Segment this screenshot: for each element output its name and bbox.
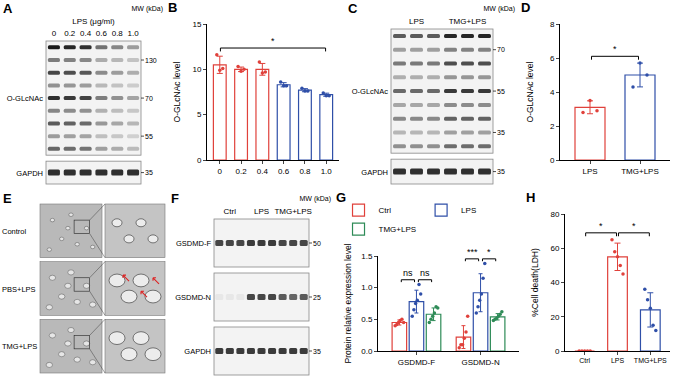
svg-text:MW (kDa): MW (kDa) bbox=[300, 195, 332, 203]
svg-text:0.6: 0.6 bbox=[278, 167, 290, 176]
svg-text:15: 15 bbox=[192, 20, 201, 29]
html-text:B: B bbox=[168, 0, 178, 15]
svg-text:0: 0 bbox=[197, 156, 202, 165]
svg-text:Ctrl: Ctrl bbox=[224, 207, 237, 216]
svg-text:6: 6 bbox=[550, 54, 555, 63]
svg-text:GAPDH: GAPDH bbox=[184, 347, 211, 356]
svg-text:0.0: 0.0 bbox=[361, 347, 373, 356]
html-text:D: D bbox=[521, 0, 531, 15]
svg-text:0: 0 bbox=[550, 156, 555, 165]
svg-text:GSDMD-F: GSDMD-F bbox=[398, 358, 435, 367]
svg-text:GAPDH: GAPDH bbox=[16, 169, 43, 178]
svg-text:35: 35 bbox=[497, 168, 505, 175]
svg-text:C: C bbox=[348, 1, 358, 16]
svg-text:20: 20 bbox=[550, 313, 559, 322]
svg-text:TMG+LPS: TMG+LPS bbox=[274, 207, 312, 216]
svg-text:ns: ns bbox=[403, 268, 413, 278]
svg-text:E: E bbox=[3, 191, 12, 206]
svg-text:0.2: 0.2 bbox=[64, 29, 76, 38]
svg-text:GSDMD-N: GSDMD-N bbox=[175, 293, 211, 302]
svg-text:Control: Control bbox=[2, 227, 27, 236]
svg-text:F: F bbox=[171, 191, 179, 206]
svg-text:0.2: 0.2 bbox=[235, 167, 247, 176]
html-text:G: G bbox=[336, 190, 347, 205]
svg-text:LPS: LPS bbox=[409, 17, 424, 26]
svg-text:*: * bbox=[271, 36, 275, 46]
svg-text:1.0: 1.0 bbox=[128, 29, 140, 38]
svg-text:O-GLcNAc: O-GLcNAc bbox=[352, 87, 389, 96]
svg-text:0.8: 0.8 bbox=[112, 29, 124, 38]
svg-text:O-GLcNAc: O-GLcNAc bbox=[7, 94, 44, 103]
svg-text:*: * bbox=[632, 221, 636, 231]
svg-text:TMG+LPS: TMG+LPS bbox=[634, 357, 667, 364]
svg-text:TMG+LPS: TMG+LPS bbox=[449, 17, 487, 26]
svg-text:2: 2 bbox=[550, 122, 555, 131]
svg-text:Ctrl: Ctrl bbox=[379, 206, 392, 215]
svg-text:55: 55 bbox=[145, 133, 153, 140]
svg-text:0.4: 0.4 bbox=[257, 167, 269, 176]
html-text:H: H bbox=[526, 190, 536, 205]
svg-text:*: * bbox=[487, 247, 491, 257]
svg-text:0.4: 0.4 bbox=[80, 29, 92, 38]
svg-text:35: 35 bbox=[313, 348, 321, 355]
svg-text:O-GLcNAc level: O-GLcNAc level bbox=[172, 61, 182, 122]
svg-text:50: 50 bbox=[313, 240, 321, 247]
svg-text:LPS: LPS bbox=[582, 167, 597, 176]
svg-text:40: 40 bbox=[550, 278, 559, 287]
svg-text:*: * bbox=[599, 221, 603, 231]
svg-text:GSDMD-F: GSDMD-F bbox=[176, 239, 211, 248]
svg-text:***: *** bbox=[467, 247, 478, 257]
svg-text:55: 55 bbox=[497, 88, 505, 95]
svg-text:130: 130 bbox=[145, 57, 157, 64]
svg-text:LPS: LPS bbox=[254, 207, 269, 216]
svg-text:Ctrl: Ctrl bbox=[579, 357, 590, 364]
svg-text:8: 8 bbox=[550, 20, 555, 29]
svg-text:4: 4 bbox=[550, 88, 555, 97]
svg-text:10: 10 bbox=[192, 65, 201, 74]
svg-text:ns: ns bbox=[420, 268, 430, 278]
svg-text:%Cell death(LDH): %Cell death(LDH) bbox=[530, 248, 540, 317]
svg-text:25: 25 bbox=[313, 294, 321, 301]
svg-text:A: A bbox=[3, 1, 13, 16]
svg-text:0: 0 bbox=[52, 29, 57, 38]
svg-text:1.5: 1.5 bbox=[361, 252, 373, 261]
svg-text:PBS+LPS: PBS+LPS bbox=[2, 285, 36, 294]
svg-text:5: 5 bbox=[197, 110, 202, 119]
svg-text:0.5: 0.5 bbox=[361, 315, 373, 324]
svg-text:GAPDH: GAPDH bbox=[361, 168, 388, 177]
svg-text:0: 0 bbox=[218, 167, 223, 176]
svg-text:1.0: 1.0 bbox=[321, 167, 333, 176]
svg-text:0.8: 0.8 bbox=[299, 167, 311, 176]
svg-text:80: 80 bbox=[550, 210, 559, 219]
svg-text:*: * bbox=[613, 44, 617, 54]
svg-text:LPS (μg/ml): LPS (μg/ml) bbox=[72, 17, 115, 26]
svg-text:GSDMD-N: GSDMD-N bbox=[461, 358, 499, 367]
svg-text:TMG+LPS: TMG+LPS bbox=[621, 167, 659, 176]
svg-text:0: 0 bbox=[555, 347, 560, 356]
svg-text:35: 35 bbox=[497, 129, 505, 136]
svg-text:MW (kDa): MW (kDa) bbox=[132, 5, 164, 13]
svg-text:LPS: LPS bbox=[461, 206, 476, 215]
svg-text:Protein relative expression le: Protein relative expression level bbox=[343, 243, 353, 363]
svg-text:MW (kDa): MW (kDa) bbox=[484, 5, 516, 13]
svg-text:1.0: 1.0 bbox=[361, 283, 373, 292]
svg-text:O-GLcNAc level: O-GLcNAc level bbox=[525, 61, 535, 122]
svg-text:TMG+LPS: TMG+LPS bbox=[379, 225, 417, 234]
svg-text:70: 70 bbox=[497, 46, 505, 53]
svg-text:0.6: 0.6 bbox=[96, 29, 108, 38]
svg-text:60: 60 bbox=[550, 244, 559, 253]
svg-text:TMG+LPS: TMG+LPS bbox=[2, 342, 37, 351]
svg-text:LPS: LPS bbox=[611, 357, 625, 364]
svg-text:70: 70 bbox=[145, 95, 153, 102]
svg-text:35: 35 bbox=[145, 169, 153, 176]
